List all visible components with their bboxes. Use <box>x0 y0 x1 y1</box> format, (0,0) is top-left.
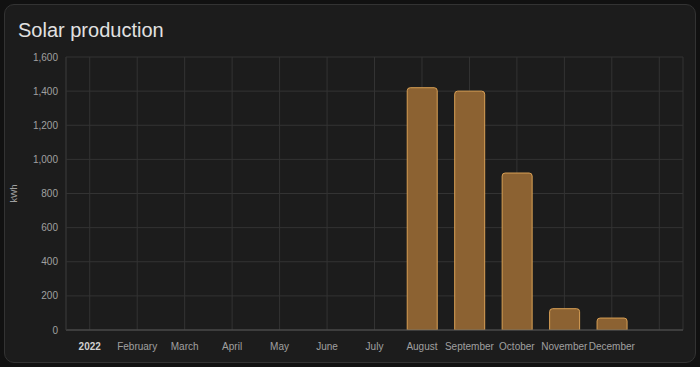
svg-text:December: December <box>589 341 636 352</box>
svg-text:1,000: 1,000 <box>33 154 58 165</box>
svg-text:1,600: 1,600 <box>33 52 58 63</box>
svg-text:2022: 2022 <box>79 341 102 352</box>
svg-text:600: 600 <box>41 222 58 233</box>
svg-text:August: August <box>406 341 437 352</box>
svg-text:400: 400 <box>41 256 58 267</box>
svg-text:October: October <box>499 341 535 352</box>
svg-text:June: June <box>316 341 338 352</box>
svg-text:0: 0 <box>52 325 58 336</box>
svg-text:1,400: 1,400 <box>33 86 58 97</box>
svg-text:1,200: 1,200 <box>33 120 58 131</box>
svg-text:November: November <box>541 341 588 352</box>
svg-text:kWh: kWh <box>9 185 19 203</box>
svg-text:February: February <box>117 341 157 352</box>
svg-text:March: March <box>171 341 199 352</box>
svg-text:800: 800 <box>41 188 58 199</box>
svg-text:200: 200 <box>41 290 58 301</box>
svg-text:May: May <box>270 341 289 352</box>
svg-text:April: April <box>222 341 242 352</box>
html-text:Solar production: Solar production <box>18 19 164 41</box>
svg-text:July: July <box>366 341 384 352</box>
svg-text:September: September <box>445 341 495 352</box>
